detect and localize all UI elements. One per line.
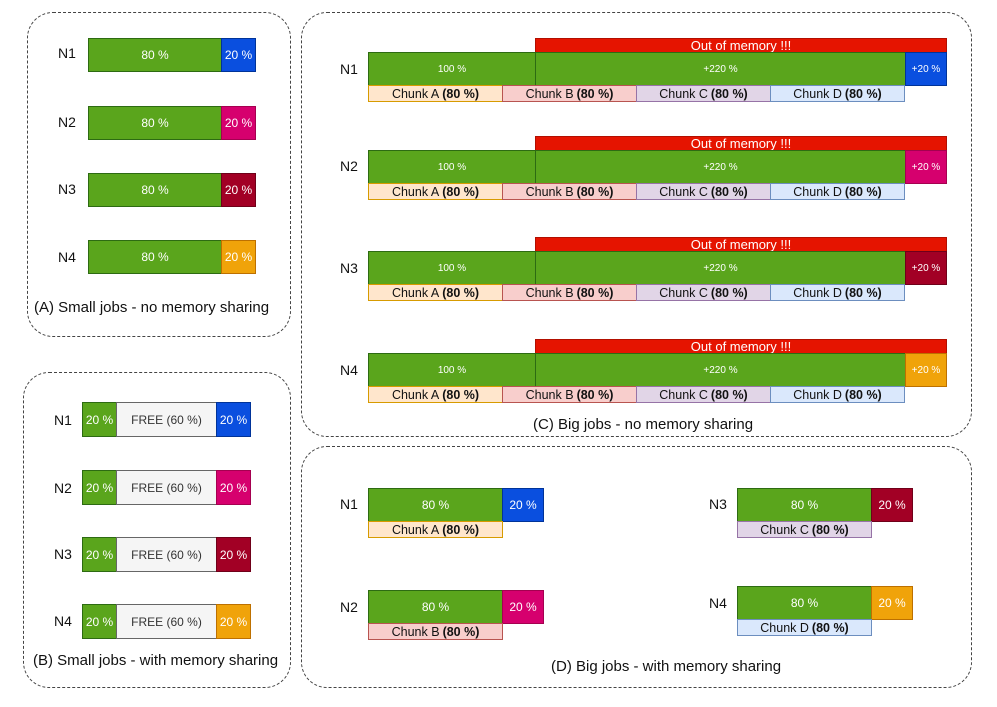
panel-c — [301, 12, 972, 437]
memory-used-block: 20 % — [82, 402, 117, 437]
memory-overflow-block: +220 % — [535, 251, 906, 285]
memory-extra-block: 20 % — [871, 488, 913, 522]
memory-extra-block: +20 % — [905, 52, 947, 86]
node-label: N1 — [58, 45, 76, 61]
memory-extra-block: 20 % — [502, 590, 544, 624]
memory-used-block: 80 % — [737, 488, 872, 522]
chunk-c: Chunk C (80 %) — [636, 284, 771, 301]
node-label: N4 — [54, 613, 72, 629]
node-label: N1 — [54, 412, 72, 428]
free-memory-block: FREE (60 %) — [116, 604, 217, 639]
panel-b-caption: (B) Small jobs - with memory sharing — [33, 652, 279, 669]
out-of-memory-banner: Out of memory !!! — [535, 339, 947, 354]
panel-b — [23, 372, 291, 688]
node-label: N2 — [58, 114, 76, 130]
memory-extra-block: +20 % — [905, 150, 947, 184]
memory-used-block: 20 % — [82, 470, 117, 505]
chunk-d: Chunk D (80 %) — [770, 284, 905, 301]
free-memory-block: FREE (60 %) — [116, 470, 217, 505]
memory-base-block: 100 % — [368, 52, 536, 86]
memory-overflow-block: +220 % — [535, 353, 906, 387]
chunk-b: Chunk B (80 %) — [502, 284, 637, 301]
chunk-a: Chunk A (80 %) — [368, 284, 503, 301]
panel-d-caption: (D) Big jobs - with memory sharing — [551, 658, 782, 675]
out-of-memory-banner: Out of memory !!! — [535, 38, 947, 53]
chunk-b: Chunk B (80 %) — [368, 623, 503, 640]
node-label: N4 — [340, 362, 358, 378]
chunk-a: Chunk A (80 %) — [368, 521, 503, 538]
chunk-b: Chunk B (80 %) — [502, 85, 637, 102]
chunk-c: Chunk C (80 %) — [737, 521, 872, 538]
chunk-d: Chunk D (80 %) — [770, 386, 905, 403]
memory-extra-block: 20 % — [221, 240, 256, 274]
memory-used-block: 80 % — [368, 590, 503, 624]
chunk-d: Chunk D (80 %) — [737, 619, 872, 636]
panel-c-caption: (C) Big jobs - no memory sharing — [533, 416, 754, 433]
memory-extra-block: 20 % — [871, 586, 913, 620]
memory-used-block: 80 % — [88, 173, 222, 207]
memory-base-block: 100 % — [368, 353, 536, 387]
chunk-c: Chunk C (80 %) — [636, 85, 771, 102]
chunk-a: Chunk A (80 %) — [368, 183, 503, 200]
node-label: N3 — [709, 496, 727, 512]
node-label: N1 — [340, 61, 358, 77]
memory-used-block: 80 % — [88, 38, 222, 72]
chunk-a: Chunk A (80 %) — [368, 85, 503, 102]
memory-extra-block: 20 % — [221, 173, 256, 207]
memory-extra-block: +20 % — [905, 251, 947, 285]
memory-extra-block: 20 % — [216, 402, 251, 437]
chunk-b: Chunk B (80 %) — [502, 183, 637, 200]
memory-extra-block: 20 % — [216, 604, 251, 639]
memory-extra-block: 20 % — [216, 470, 251, 505]
panel-d — [301, 446, 972, 688]
node-label: N1 — [340, 496, 358, 512]
chunk-c: Chunk C (80 %) — [636, 386, 771, 403]
memory-extra-block: 20 % — [502, 488, 544, 522]
memory-extra-block: 20 % — [221, 38, 256, 72]
chunk-c: Chunk C (80 %) — [636, 183, 771, 200]
memory-base-block: 100 % — [368, 150, 536, 184]
chunk-d: Chunk D (80 %) — [770, 85, 905, 102]
memory-extra-block: 20 % — [221, 106, 256, 140]
chunk-a: Chunk A (80 %) — [368, 386, 503, 403]
memory-extra-block: 20 % — [216, 537, 251, 572]
memory-used-block: 80 % — [368, 488, 503, 522]
memory-used-block: 20 % — [82, 604, 117, 639]
panel-a — [27, 12, 291, 337]
node-label: N3 — [340, 260, 358, 276]
node-label: N4 — [709, 595, 727, 611]
node-label: N2 — [54, 480, 72, 496]
node-label: N3 — [54, 546, 72, 562]
node-label: N4 — [58, 249, 76, 265]
memory-overflow-block: +220 % — [535, 150, 906, 184]
panel-a-caption: (A) Small jobs - no memory sharing — [34, 299, 270, 316]
out-of-memory-banner: Out of memory !!! — [535, 237, 947, 252]
memory-base-block: 100 % — [368, 251, 536, 285]
memory-extra-block: +20 % — [905, 353, 947, 387]
memory-used-block: 80 % — [88, 106, 222, 140]
out-of-memory-banner: Out of memory !!! — [535, 136, 947, 151]
memory-overflow-block: +220 % — [535, 52, 906, 86]
node-label: N3 — [58, 181, 76, 197]
free-memory-block: FREE (60 %) — [116, 402, 217, 437]
node-label: N2 — [340, 158, 358, 174]
node-label: N2 — [340, 599, 358, 615]
memory-used-block: 20 % — [82, 537, 117, 572]
memory-used-block: 80 % — [737, 586, 872, 620]
memory-used-block: 80 % — [88, 240, 222, 274]
chunk-d: Chunk D (80 %) — [770, 183, 905, 200]
free-memory-block: FREE (60 %) — [116, 537, 217, 572]
chunk-b: Chunk B (80 %) — [502, 386, 637, 403]
